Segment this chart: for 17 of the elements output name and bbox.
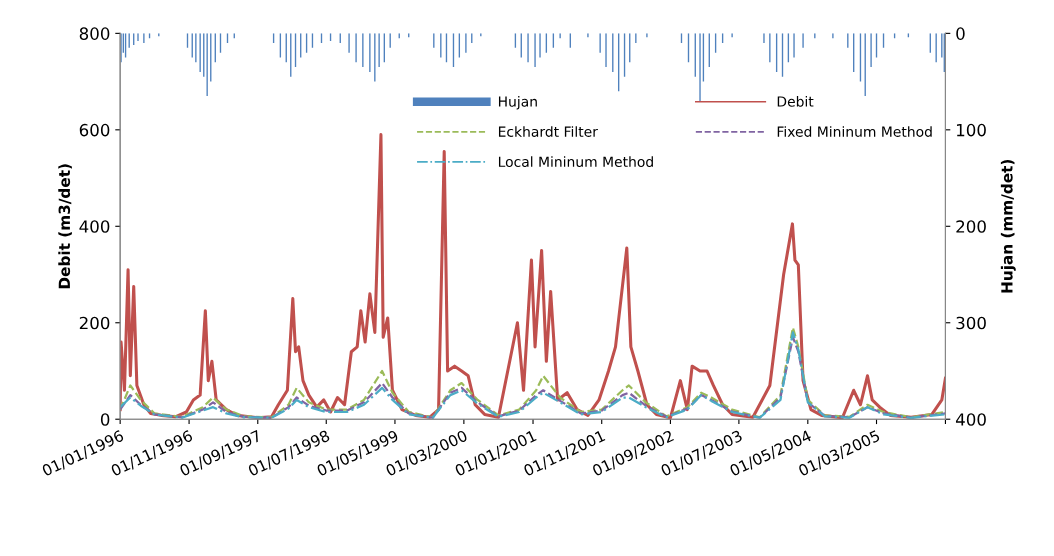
y2-tick-label: 200 — [956, 220, 986, 233]
legend-label: Fixed Mininum Method — [777, 126, 932, 137]
legend-label: Hujan — [498, 96, 537, 110]
y2-tick-label: 100 — [956, 123, 986, 137]
y2-tick-label: 0 — [956, 27, 965, 40]
y2-tick-label: 300 — [956, 316, 986, 330]
y-tick-label: 200 — [79, 316, 110, 330]
y-tick-label: 600 — [79, 123, 110, 137]
y2-axis-title: Hujan (mm/det) — [1000, 159, 1016, 293]
legend-label: Debit — [777, 96, 814, 107]
y-tick-label: 0 — [100, 413, 110, 426]
legend-label: Eckhardt Filter — [498, 126, 598, 137]
y2-tick-label: 400 — [955, 413, 986, 426]
y-axis-title: Debit (m3/det) — [58, 164, 72, 289]
y-tick-label: 400 — [79, 220, 110, 233]
legend-label: Local Mininum Method — [498, 156, 653, 167]
y-tick-label: 800 — [79, 27, 110, 40]
